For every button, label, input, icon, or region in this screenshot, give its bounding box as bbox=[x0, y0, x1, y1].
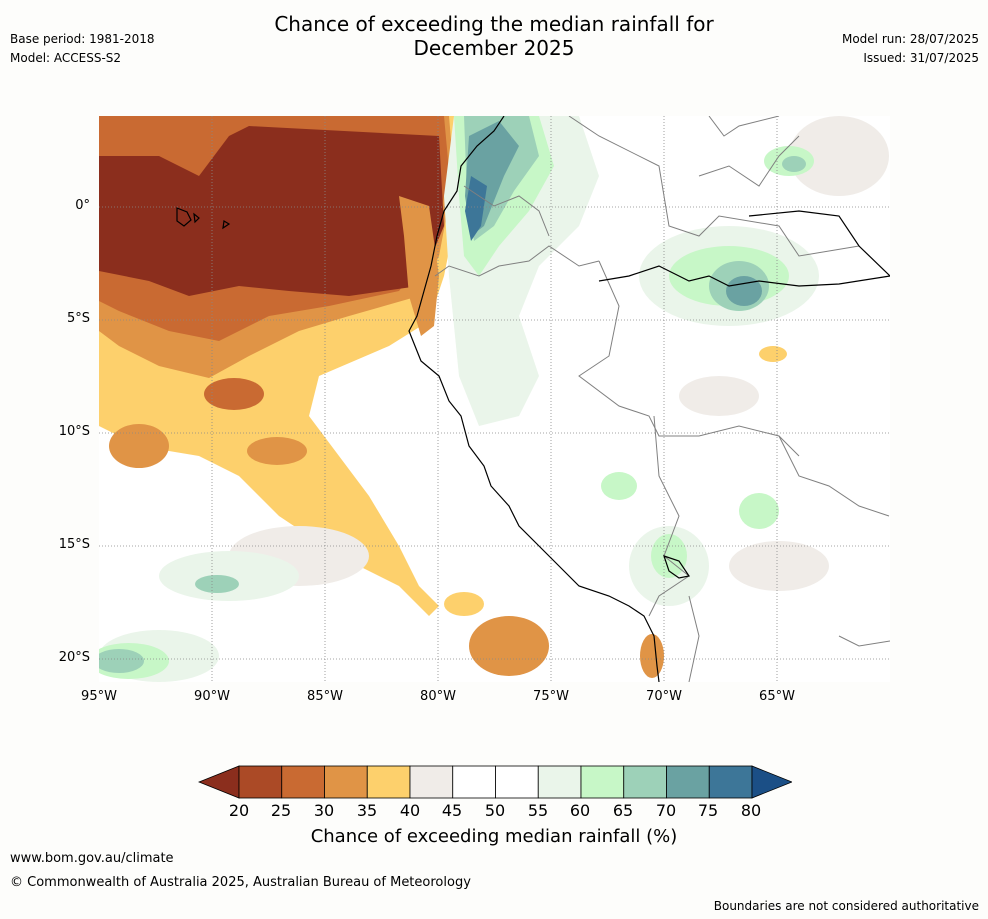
wet-region-80 bbox=[465, 176, 487, 241]
footer-note: Boundaries are not considered authoritat… bbox=[713, 899, 979, 913]
border-peru-brazil bbox=[578, 260, 800, 457]
colorbar-segment bbox=[580, 765, 625, 799]
coastline-south-america bbox=[408, 115, 660, 683]
lat-label-20s: 20°S bbox=[58, 650, 90, 665]
colorbar-label-60: 60 bbox=[569, 801, 591, 820]
lon-label-80w: 80°W bbox=[420, 689, 456, 704]
colorbar-title: Chance of exceeding median rainfall (%) bbox=[310, 826, 678, 847]
colorbar-segment bbox=[366, 765, 411, 799]
graticule bbox=[99, 116, 890, 682]
colorbar-segment bbox=[452, 765, 496, 799]
country-borders bbox=[434, 115, 891, 683]
title-line-1: Chance of exceeding the median rainfall … bbox=[274, 12, 714, 36]
colorbar-label-25: 25 bbox=[270, 801, 292, 820]
wet-patch-amazon-75 bbox=[726, 276, 762, 306]
border-bolivia-brazil bbox=[778, 435, 890, 517]
border-ecuador-peru bbox=[434, 245, 600, 277]
base-period-text: Base period: 1981-2018 bbox=[10, 32, 155, 46]
lake-titicaca bbox=[663, 555, 690, 579]
river-upper bbox=[748, 210, 891, 277]
dry-patch-5 bbox=[640, 634, 664, 678]
colorbar-segment bbox=[495, 765, 539, 799]
coastline-galapagos bbox=[176, 207, 231, 230]
wet-patch-ocean-sw-70 bbox=[94, 649, 144, 673]
title-line-2: December 2025 bbox=[413, 36, 575, 60]
lon-label-85w: 85°W bbox=[307, 689, 343, 704]
colorbar-label-20: 20 bbox=[228, 801, 250, 820]
colorbar-segment bbox=[623, 765, 667, 799]
colorbar-segment bbox=[666, 765, 710, 799]
neutral-patch-3 bbox=[679, 376, 759, 416]
map-canvas bbox=[89, 115, 891, 683]
wet-patch-ocean-w-70 bbox=[195, 575, 239, 593]
wet-patch-brazil-65 bbox=[739, 493, 779, 529]
neutral-patch-5 bbox=[729, 541, 829, 591]
lon-label-65w: 65°W bbox=[759, 689, 795, 704]
border-colombia-venezuela bbox=[568, 115, 860, 257]
lon-label-95w: 95°W bbox=[81, 689, 117, 704]
dry-patch-3 bbox=[247, 437, 307, 465]
colorbar-segment bbox=[324, 765, 368, 799]
neutral-patch-2 bbox=[789, 116, 889, 196]
colorbar-segment bbox=[708, 765, 753, 799]
coastlines bbox=[176, 115, 891, 683]
footer-copyright: © Commonwealth of Australia 2025, Austra… bbox=[10, 875, 471, 890]
border-venezuela-brazil bbox=[708, 115, 780, 137]
model-text: Model: ACCESS-S2 bbox=[10, 51, 122, 65]
colorbar-label-35: 35 bbox=[356, 801, 378, 820]
colorbar-extend-low bbox=[197, 765, 240, 799]
colorbar-extend-high bbox=[751, 765, 794, 799]
dry-patch-2 bbox=[204, 378, 264, 410]
lat-label-10s: 10°S bbox=[58, 424, 90, 439]
lat-label-5s: 5°S bbox=[66, 311, 90, 326]
dry-region-20 bbox=[99, 126, 444, 296]
lon-label-90w: 90°W bbox=[194, 689, 230, 704]
river-amazon bbox=[598, 265, 891, 287]
dry-region-coastal bbox=[399, 196, 439, 336]
border-colombia-ecuador bbox=[463, 185, 550, 237]
colorbar-label-75: 75 bbox=[697, 801, 719, 820]
dry-patch-7 bbox=[444, 592, 484, 616]
colorbar-label-40: 40 bbox=[399, 801, 421, 820]
colorbar-svg bbox=[197, 765, 794, 799]
colorbar bbox=[197, 765, 794, 803]
colorbar-segment bbox=[281, 765, 325, 799]
colorbar-label-30: 30 bbox=[313, 801, 335, 820]
border-guyana bbox=[698, 135, 800, 187]
colorbar-segment bbox=[537, 765, 582, 799]
dry-patch-4 bbox=[469, 616, 549, 676]
wet-patch-ocean-w-60 bbox=[159, 551, 299, 601]
wet-patch-central-65 bbox=[601, 472, 637, 500]
border-bolivia-chile bbox=[688, 595, 700, 683]
dry-patch-6 bbox=[759, 346, 787, 362]
colorbar-segment bbox=[409, 765, 454, 799]
rainfall-map bbox=[89, 115, 891, 683]
colorbar-label-55: 55 bbox=[527, 801, 549, 820]
lat-label-15s: 15°S bbox=[58, 537, 90, 552]
colorbar-label-70: 70 bbox=[655, 801, 677, 820]
wet-patch-north-70 bbox=[782, 156, 806, 172]
colorbar-label-65: 65 bbox=[612, 801, 634, 820]
colorbar-label-45: 45 bbox=[441, 801, 463, 820]
dry-patch-1 bbox=[109, 424, 169, 468]
border-paraguay bbox=[838, 635, 891, 647]
lon-label-75w: 75°W bbox=[533, 689, 569, 704]
lat-label-0: 0° bbox=[75, 198, 90, 213]
map-title: Chance of exceeding the median rainfall … bbox=[0, 12, 988, 60]
footer-url: www.bom.gov.au/climate bbox=[10, 851, 174, 866]
colorbar-segment bbox=[238, 765, 283, 799]
dry-anomaly-region bbox=[99, 116, 787, 678]
model-run-text: Model run: 28/07/2025 bbox=[841, 32, 979, 46]
colorbar-label-50: 50 bbox=[484, 801, 506, 820]
lon-label-70w: 70°W bbox=[646, 689, 682, 704]
issued-text: Issued: 31/07/2025 bbox=[863, 51, 979, 65]
colorbar-label-80: 80 bbox=[740, 801, 762, 820]
